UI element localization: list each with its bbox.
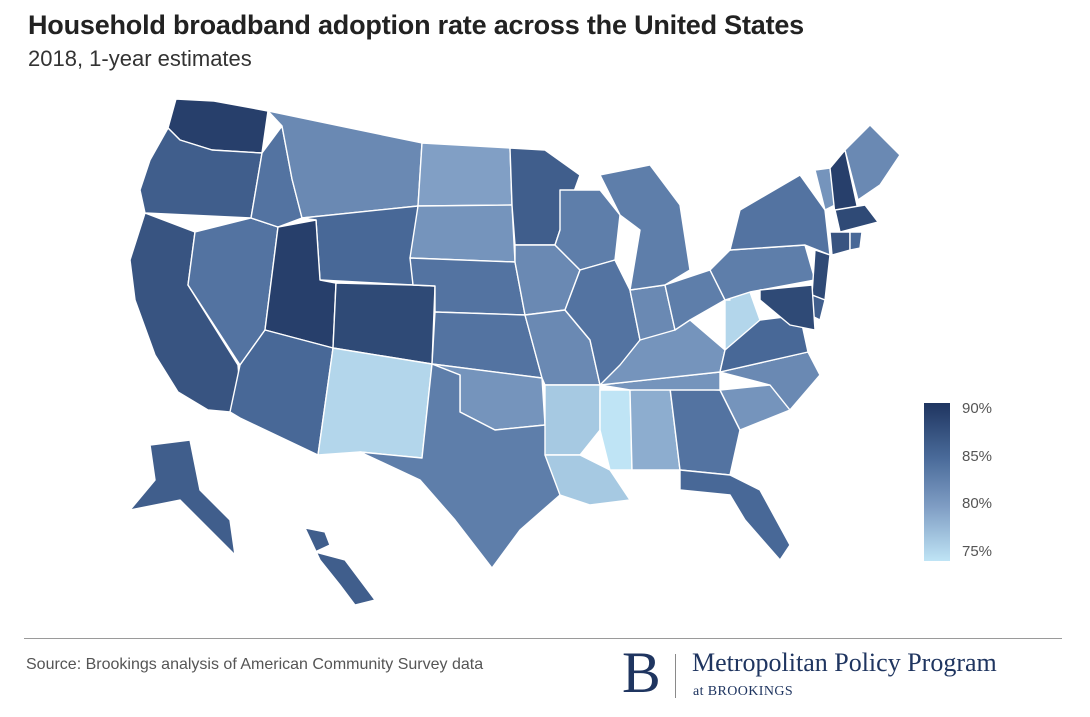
legend-gradient-bar bbox=[924, 403, 950, 561]
logo-separator bbox=[675, 654, 676, 698]
state-new-york bbox=[729, 174, 831, 256]
footer-divider bbox=[24, 638, 1062, 639]
legend-label-80: 80% bbox=[962, 495, 993, 512]
logo-subtitle: at BROOKINGS bbox=[693, 684, 794, 699]
state-wyoming bbox=[301, 205, 419, 286]
chart-title: Household broadband adoption rate across… bbox=[28, 10, 805, 40]
state-rhode-island bbox=[849, 231, 863, 251]
state-mississippi bbox=[599, 389, 633, 471]
state-illinois bbox=[564, 259, 641, 386]
state-louisiana bbox=[544, 454, 631, 506]
state-colorado bbox=[332, 282, 436, 365]
state-massachusetts bbox=[834, 204, 879, 233]
state-texas bbox=[359, 363, 561, 569]
state-north-dakota bbox=[417, 142, 513, 207]
source-note: Source: Brookings analysis of American C… bbox=[26, 656, 484, 673]
logo-program-name: Metropolitan Policy Program bbox=[692, 648, 997, 677]
state-new-jersey bbox=[811, 249, 831, 301]
legend-label-max: 90% bbox=[962, 400, 993, 417]
state-hawaii bbox=[304, 527, 376, 606]
state-alaska bbox=[129, 439, 236, 556]
state-florida bbox=[679, 469, 791, 561]
state-arkansas bbox=[544, 384, 601, 456]
state-virginia bbox=[719, 314, 809, 373]
legend-label-min: 75% bbox=[962, 543, 993, 560]
state-maryland bbox=[759, 284, 816, 331]
color-legend: 90% 85% 80% 75% bbox=[924, 400, 1034, 563]
state-south-dakota bbox=[409, 204, 516, 263]
chart-subtitle: 2018, 1-year estimates bbox=[28, 46, 252, 71]
state-new-mexico bbox=[317, 347, 433, 459]
legend-label-85: 85% bbox=[962, 448, 993, 465]
state-maine bbox=[844, 124, 901, 201]
state-connecticut bbox=[829, 231, 851, 256]
brookings-logo-mark: B bbox=[622, 640, 661, 705]
